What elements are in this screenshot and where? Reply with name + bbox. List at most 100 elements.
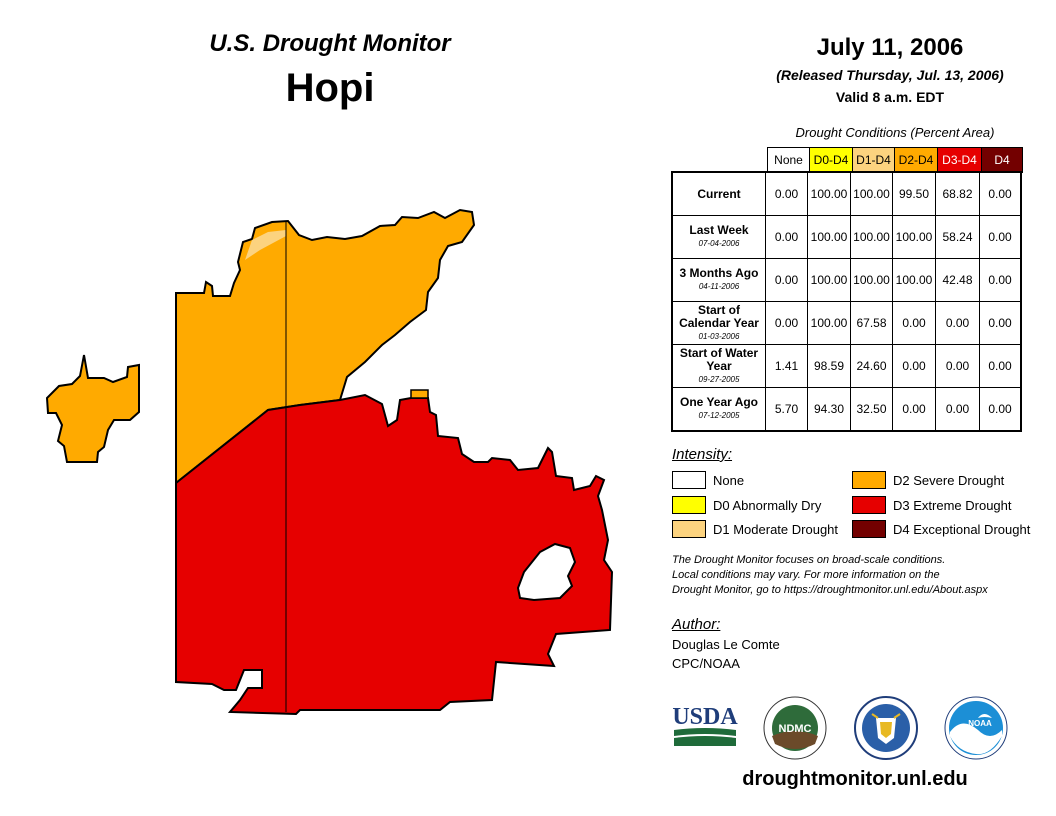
- col-header-none: None: [767, 147, 810, 173]
- row-label-text: Current: [697, 186, 741, 201]
- description-line: Drought Monitor, go to https://droughtmo…: [672, 584, 988, 596]
- table-cell: 0.00: [935, 344, 980, 388]
- legend-label: D4 Exceptional Drought: [893, 521, 1031, 537]
- table-cell: 0.00: [979, 215, 1022, 259]
- legend-label: D2 Severe Drought: [893, 472, 1005, 488]
- description-line: Local conditions may vary. For more info…: [672, 569, 940, 581]
- map-title: U.S. Drought Monitor: [209, 30, 451, 57]
- legend-item-d3: D3 Extreme Drought: [852, 496, 1012, 514]
- table-cell: 1.41: [765, 344, 808, 388]
- table-cell: 0.00: [765, 258, 808, 302]
- map-region-west-d2: [45, 354, 140, 463]
- author-name: Douglas Le Comte: [672, 637, 780, 652]
- table-cell: 24.60: [850, 344, 893, 388]
- table-row: One Year Ago 07-12-2005 5.70 94.30 32.50 0.00…: [671, 387, 1022, 432]
- row-label-text: Start of Calendar Year: [679, 302, 759, 330]
- table-cell: 0.00: [935, 387, 980, 432]
- drought-map: [45, 208, 614, 716]
- legend-item-none: None: [672, 471, 744, 489]
- usda-logo: USDA: [672, 704, 738, 746]
- region-name: Hopi: [285, 66, 375, 110]
- table-cell: 100.00: [807, 171, 851, 216]
- col-header-d2-d4: D2-D4: [894, 147, 938, 173]
- table-cell: 0.00: [765, 301, 808, 345]
- row-label: Last Week 07-04-2006: [671, 215, 766, 259]
- table-cell: 68.82: [935, 171, 980, 216]
- author-title: Author:: [672, 616, 721, 633]
- ndmc-logo: NDMC: [763, 696, 827, 760]
- legend-label: D1 Moderate Drought: [713, 521, 839, 537]
- row-label: Start of Water Year 09-27-2005: [671, 344, 766, 388]
- legend-title: Intensity:: [672, 446, 733, 463]
- legend-item-d1: D1 Moderate Drought: [672, 520, 838, 538]
- noaa-logo-text: NOAA: [968, 719, 992, 728]
- row-date: 04-11-2006: [698, 282, 740, 291]
- col-header-d3-d4: D3-D4: [937, 147, 982, 173]
- legend-swatch: [852, 496, 886, 514]
- release-date: (Released Thursday, Jul. 13, 2006): [776, 67, 1004, 83]
- table-cell: 0.00: [892, 301, 936, 345]
- noaa-logo: NOAA: [944, 696, 1008, 760]
- ndmc-logo-text: NDMC: [779, 723, 812, 735]
- description: The Drought Monitor focuses on broad-sca…: [672, 553, 1042, 598]
- row-date: 01-03-2006: [698, 331, 740, 341]
- table-cell: 0.00: [765, 171, 808, 216]
- table-cell: 67.58: [850, 301, 893, 345]
- author-org: CPC/NOAA: [672, 656, 740, 671]
- table-cell: 100.00: [850, 171, 893, 216]
- website-link[interactable]: droughtmonitor.unl.edu: [742, 768, 968, 790]
- table-cell: 58.24: [935, 215, 980, 259]
- table-cell: 0.00: [979, 171, 1022, 216]
- table-cell: 100.00: [807, 301, 851, 345]
- row-label-text: One Year Ago: [679, 395, 759, 409]
- table-cell: 0.00: [979, 258, 1022, 302]
- table-cell: 0.00: [979, 387, 1022, 432]
- row-label-text: 3 Months Ago: [679, 266, 759, 280]
- table-cell: 0.00: [935, 301, 980, 345]
- table-row: Start of Calendar Year 01-03-2006 0.00 100.…: [671, 301, 1022, 345]
- col-header-d0-d4: D0-D4: [809, 147, 853, 173]
- table-row: Start of Water Year 09-27-2005 1.41 98.59 24…: [671, 344, 1022, 388]
- table-cell: 0.00: [979, 301, 1022, 345]
- table-cell: 32.50: [850, 387, 893, 432]
- map-hole-east: [516, 542, 577, 602]
- map-region-main-d2: [175, 208, 476, 486]
- legend-item-d0: D0 Abnormally Dry: [672, 496, 821, 514]
- table-cell: 99.50: [892, 171, 936, 216]
- row-label-text: Last Week: [689, 223, 749, 237]
- table-cell: 0.00: [979, 344, 1022, 388]
- table-row: Current 0.00 100.00 100.00 99.50 68.82 0.00: [671, 171, 1022, 216]
- table-cell: 0.00: [892, 344, 936, 388]
- legend-label: D0 Abnormally Dry: [713, 497, 822, 513]
- table-cell: 100.00: [850, 215, 893, 259]
- table-cell: 5.70: [765, 387, 808, 432]
- legend-label: None: [713, 472, 745, 488]
- row-label: One Year Ago 07-12-2005: [671, 387, 766, 432]
- row-label-text: Start of Water Year: [679, 345, 759, 373]
- table-cell: 100.00: [892, 215, 936, 259]
- table-cell: 100.00: [850, 258, 893, 302]
- doc-seal-logo: [854, 696, 918, 760]
- col-header-d1-d4: D1-D4: [852, 147, 895, 173]
- table-cell: 98.59: [807, 344, 851, 388]
- row-label: Current: [671, 171, 766, 216]
- map-region-d1-sliver: [245, 230, 286, 260]
- row-date: 09-27-2005: [698, 374, 740, 384]
- table-cell: 42.48: [935, 258, 980, 302]
- drought-table: Current 0.00 100.00 100.00 99.50 68.82 0.00 Las…: [671, 171, 1022, 432]
- table-header: None D0-D4 D1-D4 D2-D4 D3-D4 D4: [767, 147, 1023, 173]
- map-date: July 11, 2006: [816, 34, 964, 61]
- table-cell: 0.00: [765, 215, 808, 259]
- table-cell: 100.00: [807, 215, 851, 259]
- row-label: Start of Calendar Year 01-03-2006: [671, 301, 766, 345]
- table-caption: Drought Conditions (Percent Area): [795, 125, 995, 140]
- legend-swatch: [672, 496, 706, 514]
- table-cell: 94.30: [807, 387, 851, 432]
- legend-swatch: [672, 471, 706, 489]
- row-date: 07-12-2005: [698, 411, 740, 420]
- usda-logo-text: USDA: [672, 704, 738, 730]
- table-row: Last Week 07-04-2006 0.00 100.00 100.00 100.0…: [671, 215, 1022, 259]
- legend-swatch: [852, 471, 886, 489]
- map-patch-small-d2: [410, 389, 429, 399]
- col-header-d4: D4: [981, 147, 1023, 173]
